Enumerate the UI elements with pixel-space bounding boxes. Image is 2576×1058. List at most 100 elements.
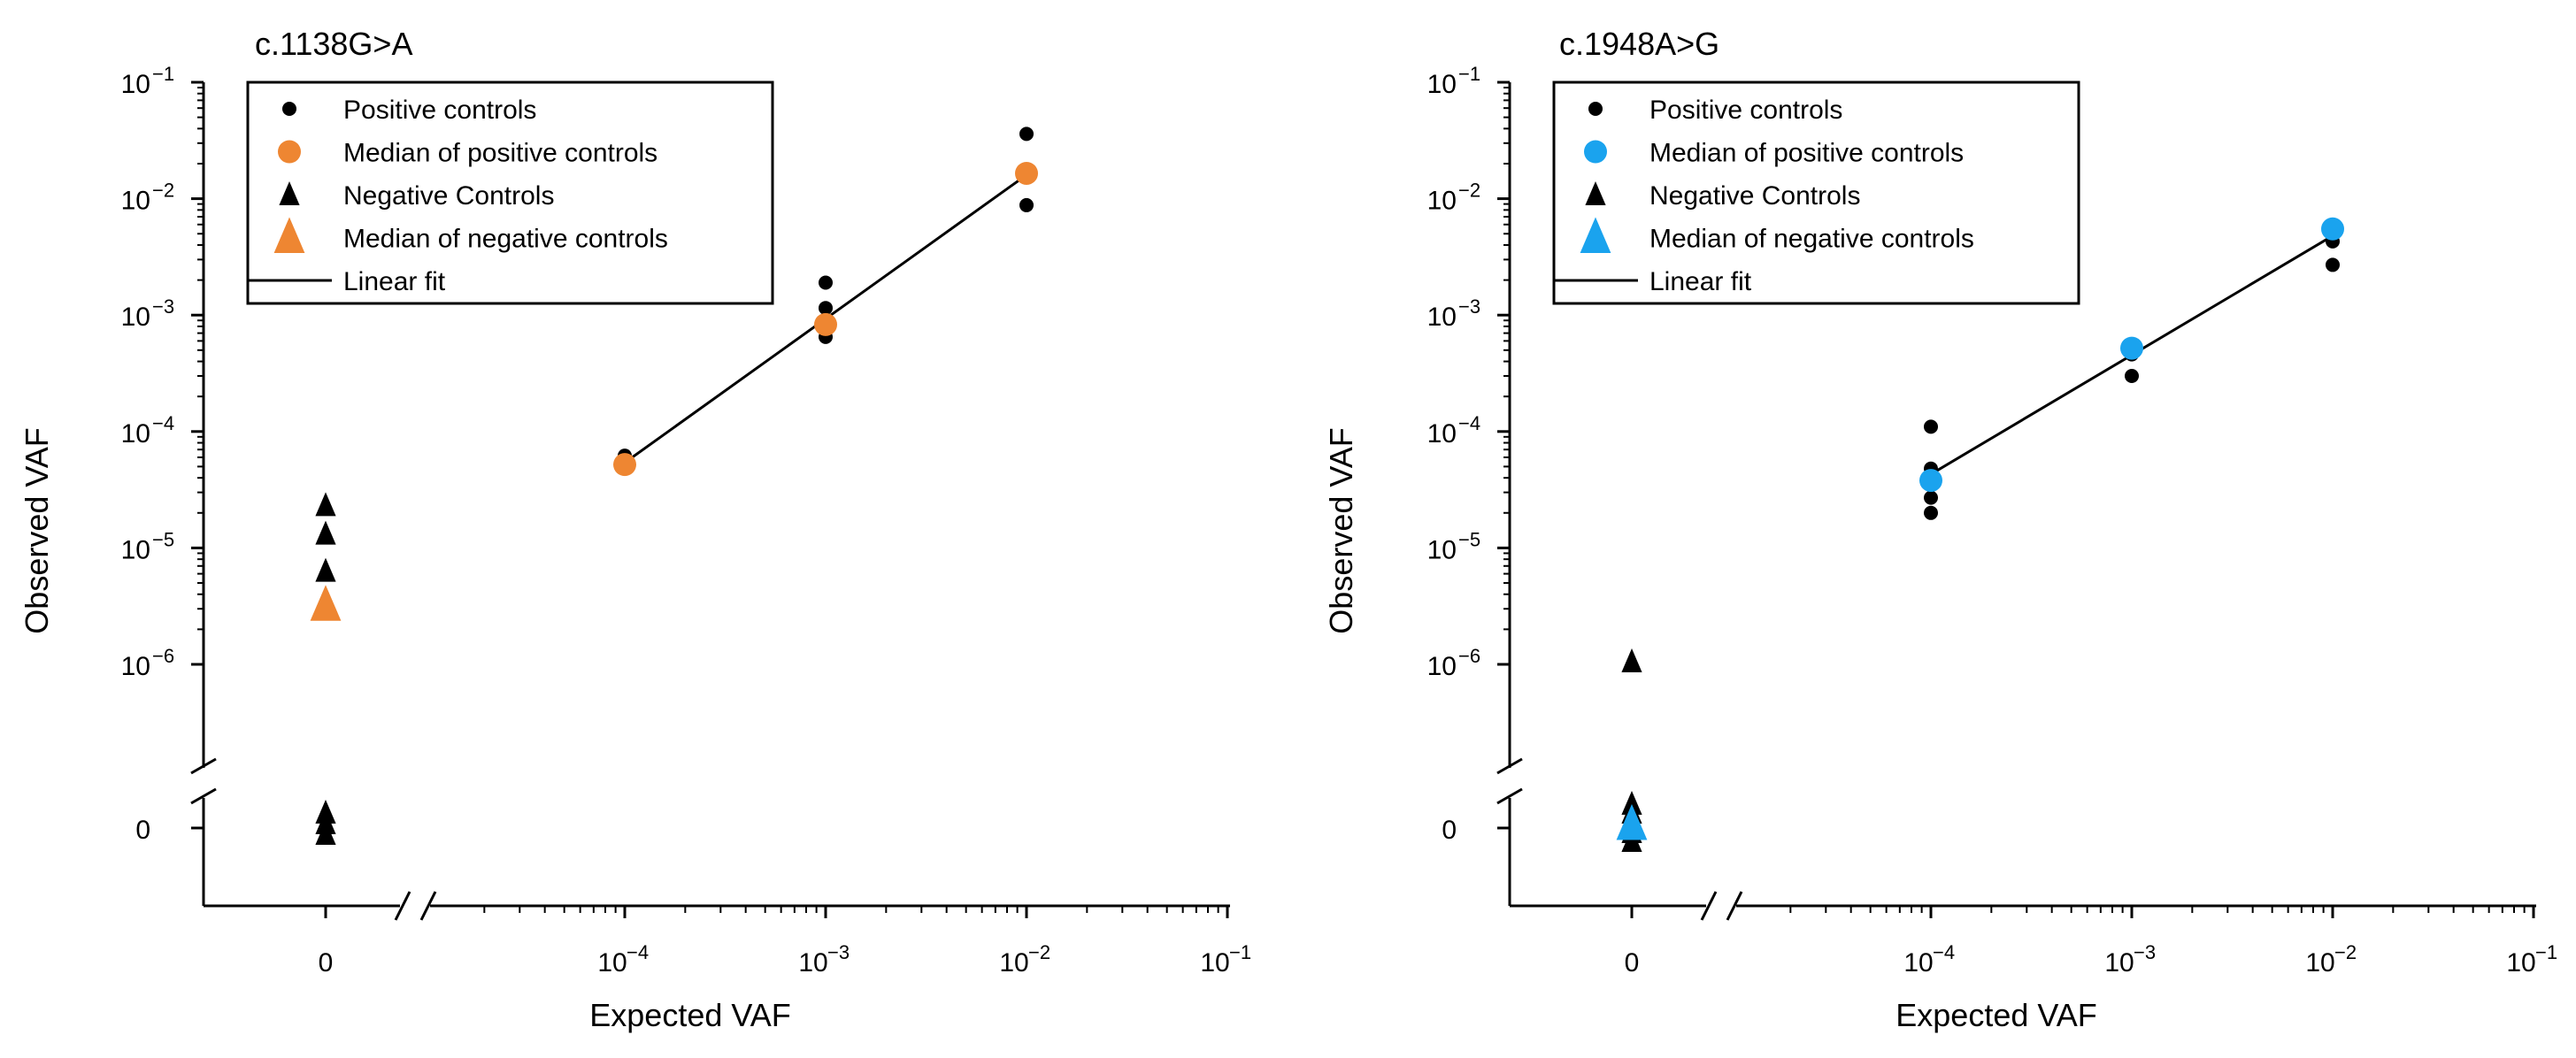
- y-tick-exponent: −2: [152, 180, 174, 202]
- positive-control-point: [819, 275, 833, 290]
- negative-control-point: [1621, 648, 1642, 672]
- positive-control-point: [1924, 419, 1938, 434]
- legend-box: [1552, 80, 2080, 305]
- positive-median-point: [2321, 217, 2344, 241]
- x-tick-label: 10: [1200, 948, 1229, 978]
- legend-symbol: [1580, 217, 1611, 253]
- positive-control-point: [2326, 257, 2340, 272]
- x-tick-exponent: −2: [2334, 941, 2357, 963]
- legend-symbol: [279, 181, 300, 205]
- x-tick-label: 10: [2104, 948, 2134, 978]
- x-tick-label: 10: [2305, 948, 2334, 978]
- positive-control-point: [1019, 197, 1034, 212]
- y-tick-label: 10: [1427, 419, 1457, 448]
- legend-label: Negative Controls: [343, 181, 554, 211]
- positive-control-point: [1924, 505, 1938, 520]
- y-tick-label: 0: [1442, 816, 1457, 845]
- positive-median-point: [613, 453, 636, 477]
- x-tick-exponent: −3: [2134, 941, 2156, 963]
- legend-symbol: [282, 102, 296, 116]
- legend-symbol: [1588, 102, 1603, 116]
- chart-title: c.1138G>A: [255, 26, 412, 62]
- y-tick-label: 10: [121, 419, 150, 448]
- x-tick-exponent: −4: [627, 941, 649, 963]
- legend-symbol: [1585, 181, 1606, 205]
- x-axis-break: [1726, 891, 1743, 921]
- chart-panel-c1948: c.1948A>G Expected VAF Observed VAF 010−…: [1323, 26, 2557, 1033]
- y-axis-break: [1496, 757, 1523, 775]
- y-tick-exponent: −4: [152, 412, 174, 434]
- chart-title: c.1948A>G: [1559, 26, 1719, 62]
- y-tick-exponent: −3: [152, 295, 174, 318]
- x-tick-label: 0: [1625, 948, 1640, 978]
- y-tick-exponent: −1: [152, 63, 174, 85]
- legend-label: Positive controls: [343, 96, 536, 125]
- positive-control-point: [1924, 490, 1938, 505]
- negative-control-point: [315, 520, 336, 545]
- y-tick-label: 10: [1427, 303, 1457, 332]
- y-tick-label: 10: [1427, 70, 1457, 99]
- y-tick-label: 10: [121, 187, 150, 216]
- legend-box: [246, 80, 774, 305]
- positive-control-point: [1019, 126, 1034, 142]
- positive-control-point: [2125, 369, 2139, 384]
- legend-label: Linear fit: [343, 267, 446, 296]
- positive-median-point: [1015, 161, 1038, 185]
- y-tick-label: 10: [1427, 535, 1457, 564]
- y-tick-exponent: −2: [1458, 180, 1480, 202]
- y-tick-exponent: −3: [1458, 295, 1480, 318]
- legend-label: Median of negative controls: [343, 225, 668, 254]
- x-tick-exponent: −3: [827, 941, 850, 963]
- x-tick-label: 10: [999, 948, 1028, 978]
- positive-control-point: [819, 301, 833, 316]
- x-tick-exponent: −1: [1229, 941, 1251, 963]
- y-tick-exponent: −6: [152, 645, 174, 667]
- y-axis-label: Observed VAF: [1323, 427, 1359, 633]
- x-axis-break: [419, 891, 437, 921]
- y-tick-exponent: −6: [1458, 645, 1480, 667]
- x-tick-label: 10: [2506, 948, 2535, 978]
- negative-control-point: [315, 492, 336, 517]
- x-tick-label: 10: [1903, 948, 1933, 978]
- y-tick-label: 10: [1427, 652, 1457, 681]
- y-axis-break: [190, 787, 217, 805]
- y-tick-label: 0: [135, 816, 150, 845]
- legend-label: Median of positive controls: [343, 139, 657, 168]
- negative-control-point: [315, 821, 336, 845]
- positive-median-point: [2120, 336, 2143, 360]
- x-tick-label: 0: [319, 948, 334, 978]
- legend-symbol: [278, 140, 301, 164]
- y-tick-exponent: −5: [152, 528, 174, 550]
- legend-label: Median of negative controls: [1649, 225, 1974, 254]
- legend-label: Median of positive controls: [1649, 139, 1964, 168]
- x-axis-label: Expected VAF: [1895, 997, 2096, 1033]
- y-axis-break: [190, 757, 217, 775]
- x-tick-label: 10: [798, 948, 827, 978]
- positive-median-point: [1919, 469, 1942, 493]
- x-axis-break: [394, 891, 411, 921]
- y-tick-label: 10: [121, 652, 150, 681]
- negative-median-point: [1616, 804, 1648, 840]
- legend-symbol: [1584, 140, 1607, 164]
- x-axis-label: Expected VAF: [589, 997, 790, 1033]
- legend-label: Negative Controls: [1649, 181, 1860, 211]
- y-tick-exponent: −1: [1458, 63, 1480, 85]
- negative-median-point: [310, 585, 342, 621]
- x-tick-exponent: −1: [2535, 941, 2557, 963]
- y-tick-label: 10: [121, 303, 150, 332]
- negative-control-point: [315, 557, 336, 582]
- chart-panel-c1138: c.1138G>A Expected VAF Observed VAF 010−…: [19, 26, 1251, 1033]
- x-tick-exponent: −4: [1933, 941, 1955, 963]
- y-tick-label: 10: [121, 535, 150, 564]
- y-axis-label: Observed VAF: [19, 427, 55, 633]
- legend-label: Linear fit: [1649, 267, 1752, 296]
- y-tick-exponent: −5: [1458, 528, 1480, 550]
- y-tick-label: 10: [1427, 187, 1457, 216]
- x-tick-exponent: −2: [1028, 941, 1050, 963]
- legend-symbol: [273, 217, 305, 253]
- legend-label: Positive controls: [1649, 96, 1842, 125]
- x-tick-label: 10: [597, 948, 627, 978]
- x-axis-break: [1700, 891, 1718, 921]
- positive-median-point: [814, 312, 837, 336]
